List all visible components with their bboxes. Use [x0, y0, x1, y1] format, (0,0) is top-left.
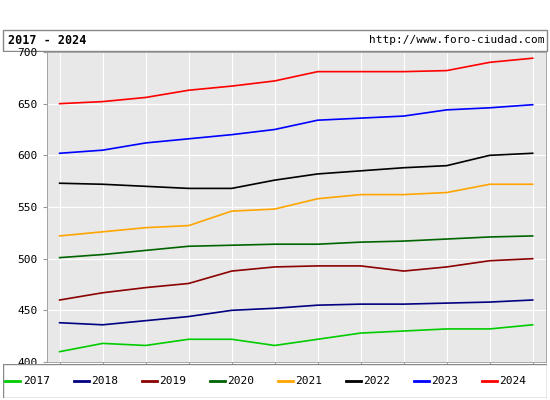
Text: 2020: 2020	[227, 376, 254, 386]
Text: http://www.foro-ciudad.com: http://www.foro-ciudad.com	[369, 35, 544, 45]
Text: Evolucion num de emigrantes en Vila-real: Evolucion num de emigrantes en Vila-real	[92, 7, 458, 22]
Text: 2022: 2022	[364, 376, 390, 386]
Text: 2019: 2019	[160, 376, 186, 386]
Text: 2023: 2023	[432, 376, 459, 386]
Text: 2017 - 2024: 2017 - 2024	[8, 34, 87, 47]
Text: 2021: 2021	[295, 376, 322, 386]
Text: 2024: 2024	[499, 376, 526, 386]
Text: 2018: 2018	[91, 376, 118, 386]
Text: 2017: 2017	[23, 376, 50, 386]
